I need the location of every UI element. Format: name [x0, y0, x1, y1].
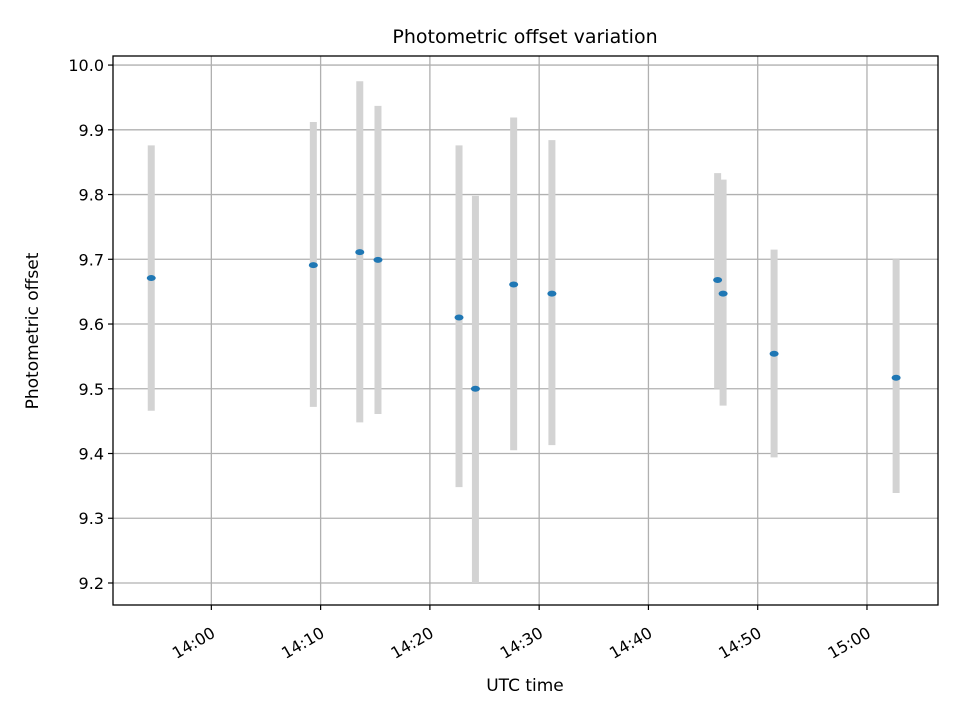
x-tick-label: 14:10 [278, 623, 327, 663]
error-bars [147, 81, 900, 583]
data-point [713, 277, 723, 284]
data-point [470, 385, 480, 392]
x-tick-label: 14:00 [169, 623, 218, 663]
data-point [509, 281, 519, 288]
y-tick-label: 10.0 [68, 56, 104, 75]
chart-title: Photometric offset variation [392, 26, 657, 48]
data-points [146, 249, 901, 392]
y-tick-label: 9.6 [79, 315, 104, 334]
data-point [454, 314, 464, 321]
y-tick-label: 9.5 [79, 380, 104, 399]
x-tick-label: 14:50 [715, 623, 764, 663]
y-tick-label: 9.7 [79, 250, 104, 269]
x-axis-ticks: 14:00 14:10 14:20 14:30 14:40 14:50 15:00 [169, 605, 874, 663]
x-tick-label: 15:00 [825, 623, 874, 663]
x-tick-label: 14:40 [606, 623, 655, 663]
x-axis-label: UTC time [486, 676, 564, 696]
data-point [355, 249, 365, 256]
data-point [547, 290, 557, 297]
data-point [718, 290, 728, 297]
x-tick-label: 14:30 [497, 623, 546, 663]
data-point [891, 374, 901, 381]
x-tick-label: 14:20 [387, 623, 436, 663]
y-tick-label: 9.3 [79, 509, 104, 528]
data-point [769, 350, 779, 357]
plot-area [112, 55, 939, 606]
y-tick-label: 9.4 [79, 445, 104, 464]
y-axis-label: Photometric offset [23, 252, 43, 409]
data-point [308, 262, 318, 269]
grid [113, 56, 938, 605]
y-axis-ticks: 9.2 9.3 9.4 9.5 9.6 9.7 9.8 9.9 10.0 [68, 56, 113, 593]
y-tick-label: 9.9 [79, 121, 104, 140]
data-point [373, 256, 383, 263]
y-tick-label: 9.2 [79, 574, 104, 593]
y-tick-label: 9.8 [79, 186, 104, 205]
data-point [146, 275, 156, 282]
